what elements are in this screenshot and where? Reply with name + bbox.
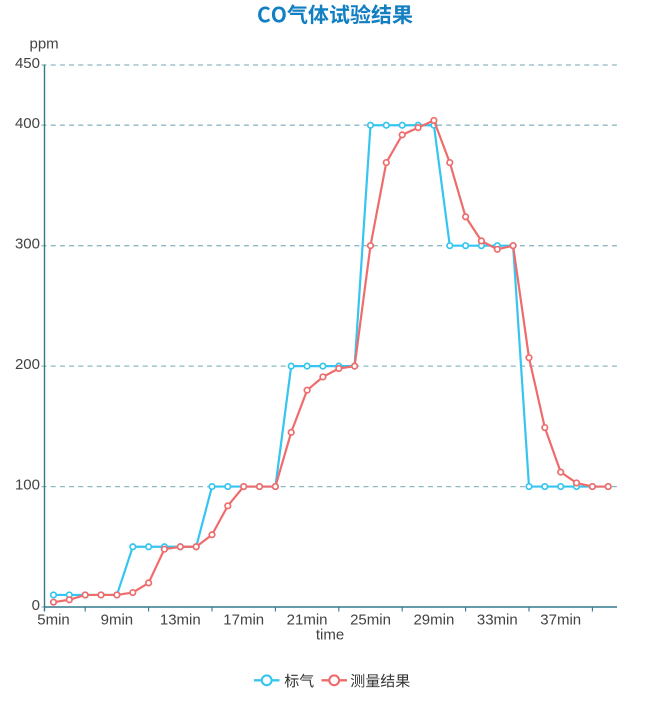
svg-text:17min: 17min (223, 611, 264, 628)
svg-text:9min: 9min (101, 611, 134, 628)
svg-text:300: 300 (15, 236, 40, 253)
svg-text:400: 400 (15, 115, 40, 132)
svg-text:450: 450 (15, 55, 40, 72)
svg-text:29min: 29min (413, 611, 454, 628)
svg-text:5min: 5min (37, 611, 70, 628)
svg-text:ppm: ppm (30, 36, 59, 53)
svg-text:37min: 37min (540, 611, 581, 628)
svg-text:25min: 25min (350, 611, 391, 628)
svg-text:200: 200 (15, 356, 40, 373)
svg-text:21min: 21min (287, 611, 328, 628)
svg-text:33min: 33min (477, 611, 518, 628)
svg-text:time: time (316, 627, 344, 644)
svg-text:100: 100 (15, 477, 40, 494)
svg-text:13min: 13min (160, 611, 201, 628)
svg-text:0: 0 (32, 597, 40, 614)
